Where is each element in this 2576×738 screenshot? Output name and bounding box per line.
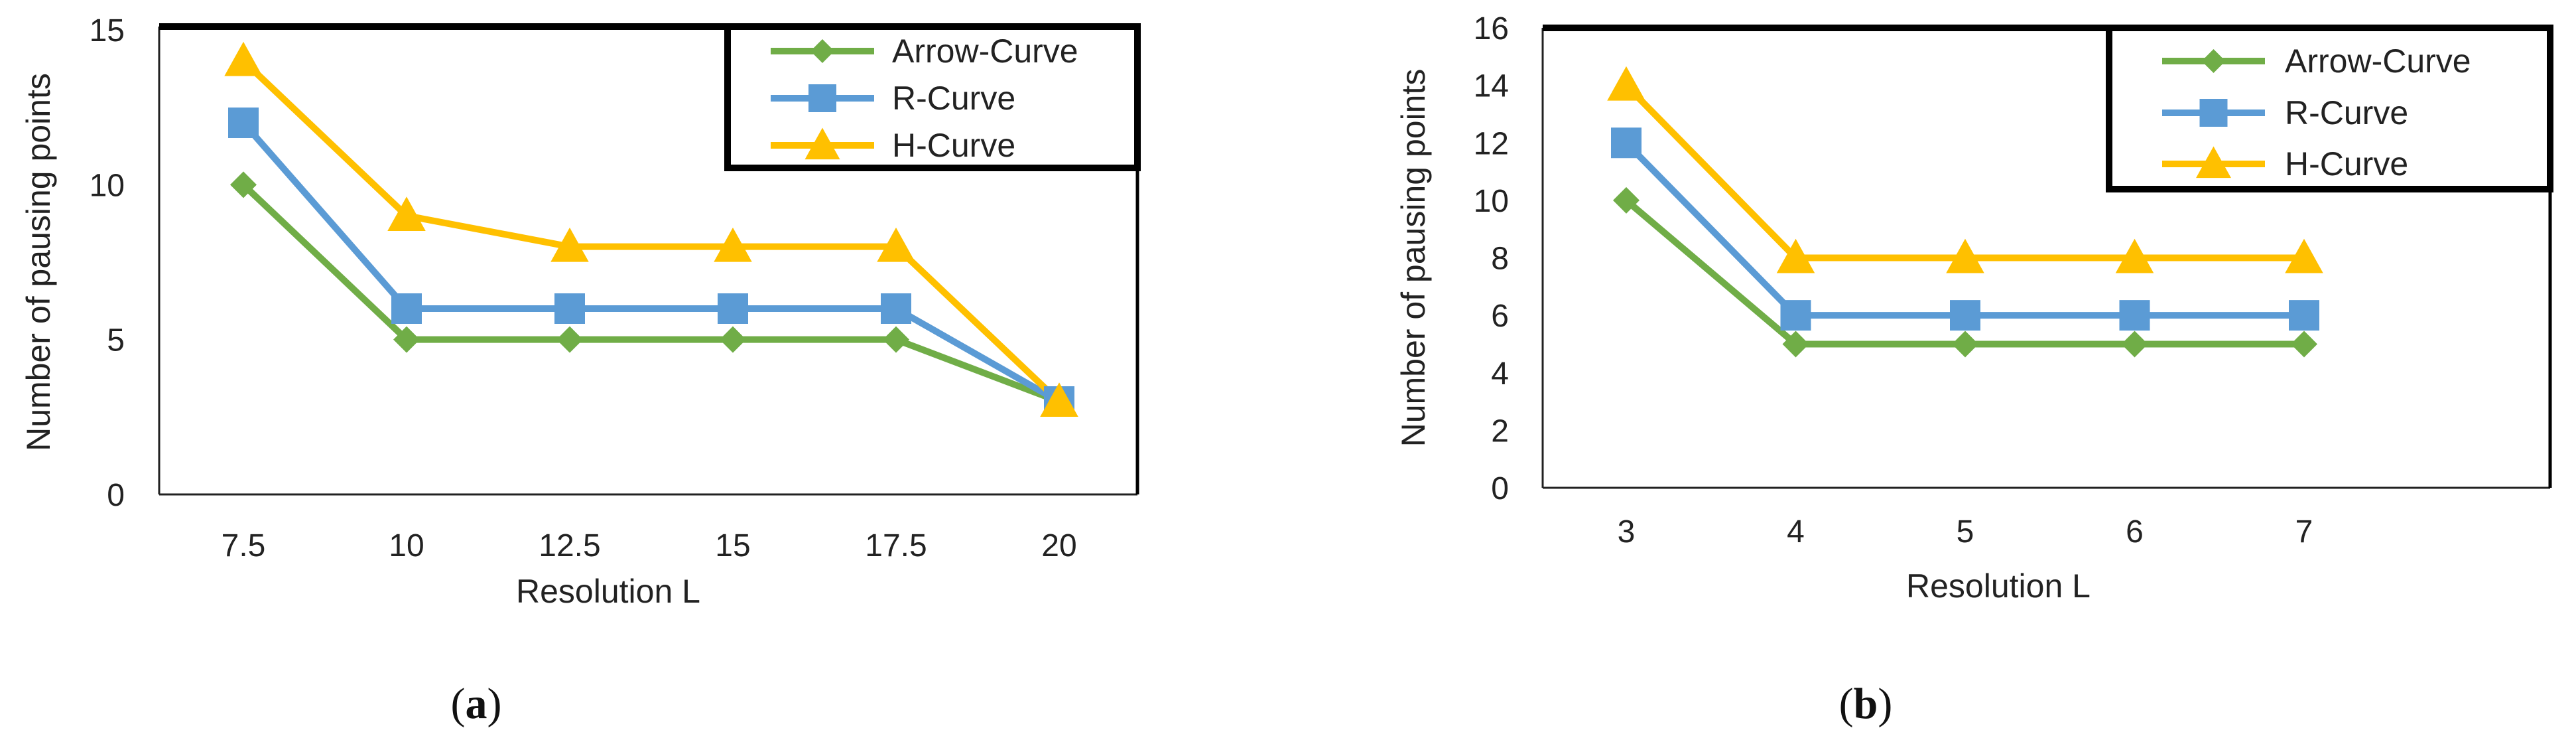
panel-a-x-tick-label: 20	[1041, 528, 1076, 563]
panel-b-y-tick-label: 0	[1491, 471, 1509, 506]
panel-a-legend-label-h-curve: H-Curve	[892, 127, 1015, 164]
panel-b-data-point-h-curve	[1946, 238, 1984, 273]
panel-a-data-point-r-curve	[391, 293, 422, 324]
panel-b-y-tick-label: 10	[1474, 184, 1509, 219]
panel-b-data-point-arrow-curve	[1952, 331, 1978, 358]
panel-a-x-tick-label: 15	[715, 528, 750, 563]
panel-b-data-point-arrow-curve	[2121, 331, 2148, 358]
panel-b-legend-label-r-curve: R-Curve	[2285, 94, 2408, 131]
panel-b-x-tick-label: 3	[1618, 514, 1636, 550]
panel-b-legend-label-arrow-curve: Arrow-Curve	[2285, 42, 2471, 80]
panel-a-series-line-r-curve	[241, 120, 1061, 405]
panel-a-x-tick-label: 12.5	[539, 528, 600, 563]
panel-a-data-point-r-curve	[881, 293, 911, 324]
panel-a-data-point-arrow-curve	[556, 326, 583, 353]
panel-a-data-point-arrow-curve	[883, 326, 909, 353]
panel-a-data-point-r-curve	[554, 293, 585, 324]
panel-a-data-point-h-curve	[224, 41, 263, 76]
panel-b-x-tick-label: 4	[1787, 514, 1805, 550]
panel-b-y-tick-label: 8	[1491, 242, 1509, 277]
panel-a-data-point-h-curve	[550, 227, 589, 262]
panel-b-legend-label-h-curve: H-Curve	[2285, 145, 2408, 183]
panel-a-caption: (a)	[451, 680, 502, 728]
panel-b-x-tick-label: 5	[1957, 514, 1974, 550]
panel-a-data-point-r-curve	[228, 108, 259, 138]
panel-a-legend-marker-h-curve	[805, 127, 840, 160]
panel-b-data-point-arrow-curve	[2291, 331, 2317, 358]
panel-a-legend-label-arrow-curve: Arrow-Curve	[892, 33, 1078, 70]
panel-a-x-axis-title: Resolution L	[516, 573, 700, 610]
panel-b-y-tick-label: 14	[1474, 69, 1509, 104]
panel-a-legend-marker-arrow-curve	[810, 39, 834, 63]
panel-b-data-point-arrow-curve	[1613, 186, 1640, 214]
panel-a-legend-marker-r-curve	[808, 84, 836, 112]
panel-a-data-point-h-curve	[714, 227, 752, 262]
panel-b-x-axis-title: Resolution L	[1906, 567, 2091, 605]
panel-b-data-point-r-curve	[1780, 300, 1811, 331]
panel-b-legend-marker-r-curve	[2199, 99, 2228, 127]
panel-a-y-tick-label: 10	[90, 168, 125, 203]
panel-a-data-point-h-curve	[877, 227, 915, 262]
panel-b-data-point-r-curve	[1950, 300, 1980, 331]
panel-b-data-point-h-curve	[1776, 238, 1815, 273]
panel-a-x-tick-label: 17.5	[865, 528, 927, 563]
panel-a-data-point-arrow-curve	[230, 171, 257, 198]
panel-b-y-tick-label: 6	[1491, 299, 1509, 334]
panel-a-y-tick-label: 5	[107, 323, 125, 358]
panel-b-data-point-h-curve	[2115, 238, 2154, 273]
panel-b-data-point-r-curve	[2119, 300, 2150, 331]
panel-b-data-point-arrow-curve	[1782, 331, 1809, 358]
chart-panel-a: 0 5 10 15 7.5 10 12.5 15 17.5 20 Resolution L Numbe…	[20, 13, 1141, 610]
panel-a-x-tick-label: 7.5	[222, 528, 266, 563]
panel-a-series-line-h-curve	[241, 58, 1062, 404]
panel-a-legend-label-r-curve: R-Curve	[892, 80, 1015, 117]
panel-b-x-tick-label: 7	[2295, 514, 2313, 550]
panel-b-legend-marker-h-curve	[2196, 146, 2231, 179]
panel-b-data-point-r-curve	[2289, 300, 2319, 331]
panel-b-caption: (b)	[1839, 680, 1893, 728]
panel-b-caption-letter: b	[1854, 680, 1878, 728]
panel-b-y-axis-title: Number of pausing points	[1395, 69, 1432, 447]
chart-panel-b: 0 2 4 6 8 10 12 14 16 3 4 5 6 7 Resolution L Number of …	[1395, 11, 2553, 605]
panel-b-y-tick-label: 2	[1491, 413, 1509, 449]
panel-b-data-point-h-curve	[2285, 238, 2323, 273]
panel-a-data-point-r-curve	[718, 293, 748, 324]
panel-b-legend-marker-arrow-curve	[2201, 49, 2226, 73]
panel-b-data-point-h-curve	[1607, 66, 1645, 101]
panel-b-y-tick-label: 4	[1491, 356, 1509, 392]
panel-a-y-axis-title: Number of pausing points	[20, 73, 57, 451]
panel-b-y-tick-label: 12	[1474, 126, 1509, 161]
panel-b-y-tick-label: 16	[1474, 11, 1509, 46]
panel-a-caption-letter: a	[466, 680, 487, 728]
panel-a-data-point-h-curve	[387, 196, 426, 231]
panel-b-x-tick-label: 6	[2126, 514, 2144, 550]
panel-a-x-tick-label: 10	[389, 528, 424, 563]
panel-b-data-point-r-curve	[1611, 127, 1642, 159]
panel-a-data-point-arrow-curve	[720, 326, 746, 353]
panel-a-series-line-arrow-curve	[241, 182, 1061, 405]
panel-a-y-tick-label: 15	[90, 13, 125, 48]
panel-a-data-point-arrow-curve	[393, 326, 420, 353]
panel-a-y-tick-label: 0	[107, 478, 125, 513]
panel-a-data-point-h-curve	[1040, 382, 1078, 417]
